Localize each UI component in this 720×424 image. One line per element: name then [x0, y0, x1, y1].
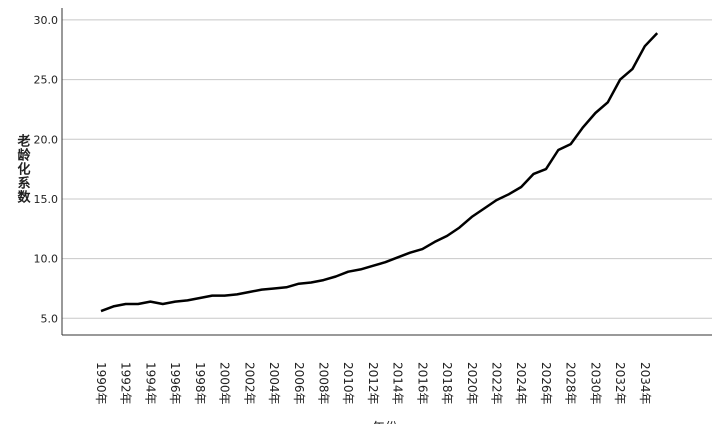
x-tick-label: 2008年 — [316, 362, 330, 405]
y-tick-label: 5.0 — [41, 312, 59, 325]
x-tick-label: 2006年 — [292, 362, 306, 405]
y-axis-title: 老龄化系数 — [15, 133, 32, 204]
x-tick-label: 2002年 — [242, 362, 256, 405]
y-tick-label: 10.0 — [34, 253, 59, 266]
x-tick-label: 1996年 — [168, 362, 182, 405]
y-tick-label: 30.0 — [34, 14, 59, 27]
x-tick-label: 2010年 — [341, 362, 355, 405]
y-tick-label: 15.0 — [34, 193, 59, 206]
x-tick-label: 2032年 — [613, 362, 627, 405]
x-tick-label: 2024年 — [514, 362, 528, 405]
x-axis-title: 年份 — [372, 421, 398, 424]
x-tick-label: 1990年 — [94, 362, 108, 405]
y-tick-label: 25.0 — [34, 74, 59, 87]
x-tick-label: 2000年 — [218, 362, 232, 405]
x-tick-label: 1994年 — [143, 362, 157, 405]
x-tick-label: 2016年 — [415, 362, 429, 405]
x-tick-label: 2028年 — [564, 362, 578, 405]
x-tick-label: 2020年 — [465, 362, 479, 405]
x-tick-label: 2012年 — [366, 362, 380, 405]
line — [100, 32, 659, 313]
x-tick-label: 2030年 — [588, 362, 602, 405]
x-tick-label: 2022年 — [490, 362, 504, 405]
x-tick-label: 2004年 — [267, 362, 281, 405]
x-tick-label: 2034年 — [638, 362, 652, 405]
x-tick-label: 1998年 — [193, 362, 207, 405]
y-tick-label: 20.0 — [34, 133, 59, 146]
x-tick-label: 2018年 — [440, 362, 454, 405]
x-tick-label: 2026年 — [539, 362, 553, 405]
x-tick-label: 2014年 — [391, 362, 405, 405]
x-tick-label: 1992年 — [119, 362, 133, 405]
